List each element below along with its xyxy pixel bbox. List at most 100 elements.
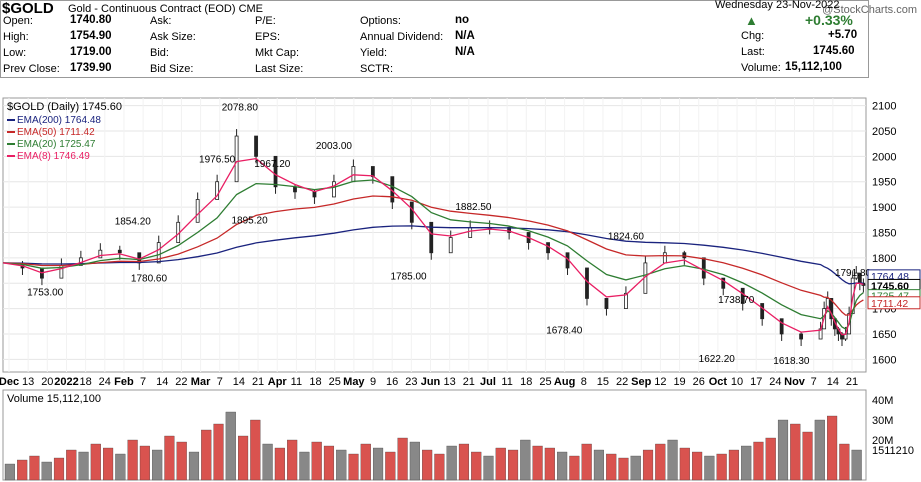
price-candle [429, 221, 434, 254]
price-candle [254, 135, 258, 157]
x-tick-label: 14 [827, 376, 839, 388]
price-tag-label: 1711.42 [871, 298, 908, 310]
y-tick-label: 2100 [872, 101, 896, 113]
x-tick-label: 7 [217, 376, 223, 388]
volume-bar [115, 453, 126, 481]
x-tick-label: Aug [554, 376, 575, 388]
x-tick-label: 11 [501, 376, 512, 388]
volume-bar [41, 461, 52, 481]
volume-tick-label: 40M [872, 395, 893, 407]
x-tick-label: Sep [631, 376, 651, 388]
x-tick-label: 22 [616, 376, 628, 388]
volume-bar [790, 423, 801, 481]
price-annotation: 1882.50 [455, 202, 492, 213]
volume-bar [434, 453, 445, 481]
volume-bar [532, 445, 543, 481]
y-tick-label: 1650 [872, 329, 896, 341]
x-tick-label: Mar [191, 376, 211, 388]
volume-bar [176, 441, 187, 481]
volume-bar [593, 449, 604, 481]
price-candle [604, 298, 609, 309]
price-candle [624, 292, 628, 309]
symbol: $GOLD [2, 0, 54, 17]
price-annotation: 2078.80 [222, 102, 259, 113]
x-tick-label: 26 [693, 376, 705, 388]
chart-title: $GOLD (Daily) 1745.60 [7, 101, 122, 113]
x-tick-label: Oct [709, 376, 728, 388]
volume-bar [581, 443, 592, 481]
last-value: 1745.60 [813, 45, 855, 57]
volume-bar [311, 441, 322, 481]
x-tick-label: 22 [175, 376, 187, 388]
price-chart: 1600165017001750180018501900195020002050… [0, 97, 921, 481]
volume-bar [655, 443, 666, 481]
quote-label: SCTR: [360, 63, 393, 75]
volume-bar [188, 451, 200, 481]
volume-bar [716, 453, 727, 481]
x-tick-label: 24 [769, 376, 781, 388]
volume-tick-label: 30M [872, 415, 893, 427]
quote-label: Last Size: [255, 63, 304, 75]
x-tick-label: 21 [252, 376, 264, 388]
x-tick-label: 23 [405, 376, 417, 388]
price-candle [740, 287, 745, 304]
volume-bar [152, 449, 163, 481]
price-annotation: 1780.60 [131, 274, 168, 285]
price-candle [195, 199, 200, 223]
price-annotation: 1738.70 [718, 295, 755, 306]
volume-bar [471, 451, 482, 481]
quote-label: Ask Size: [150, 31, 196, 43]
price-annotation: 1854.20 [115, 216, 152, 227]
x-tick-label: Jun [421, 376, 441, 388]
price-candle [351, 166, 356, 183]
volume-bar [446, 445, 457, 481]
volume-bar [557, 451, 568, 481]
price-annotation: 1678.40 [546, 326, 583, 337]
volume-bar [765, 437, 776, 481]
volume-bar [139, 445, 150, 481]
price-candle [273, 155, 278, 188]
y-tick-label: 1850 [872, 227, 896, 239]
x-tick-label: 12 [654, 376, 666, 388]
price-candle [721, 277, 726, 289]
volume-bar [802, 431, 813, 481]
price-candle [585, 267, 589, 299]
quote-panel: Open: 1740.80 High: 1754.90 Low: 1719.00 Prev … [0, 0, 869, 78]
volume-bar [679, 447, 690, 481]
volume-bar [250, 419, 261, 481]
quote-label: EPS: [255, 31, 281, 43]
y-tick-label: 2050 [872, 126, 896, 138]
x-tick-label: 2022 [54, 376, 78, 388]
up-arrow-icon: ▲ [745, 13, 758, 28]
volume-bar [495, 447, 506, 481]
y-tick-label: 2000 [872, 151, 896, 163]
volume-bar [53, 457, 65, 481]
x-tick-label: 20 [41, 376, 53, 388]
price-panel [2, 97, 867, 373]
x-tick-label: 8 [581, 376, 587, 388]
last-label: Last: [741, 46, 765, 58]
x-tick-label: Dec [0, 376, 19, 388]
quote-value: no [455, 14, 470, 26]
price-candle [98, 249, 103, 259]
price-annotation: 1753.00 [27, 288, 64, 299]
volume-bar [741, 445, 752, 481]
volume-bar [606, 453, 617, 481]
price-candle [312, 191, 317, 198]
quote-label: Ask: [150, 15, 172, 27]
volume-bar [728, 449, 739, 481]
legend-item: EMA(8) 1746.49 [17, 151, 90, 162]
x-tick-label: 14 [156, 376, 168, 388]
quote-date: Wednesday 23-Nov-2022 [715, 0, 840, 11]
x-tick-label: 18 [309, 376, 321, 388]
price-candle [293, 186, 297, 193]
volume-bar [225, 411, 236, 481]
x-tick-label: 13 [444, 376, 456, 388]
volume-bar [262, 443, 273, 481]
volume-bar [274, 447, 285, 481]
volume-bar [372, 447, 384, 481]
price-tag [867, 296, 921, 310]
volume-bar [544, 447, 555, 481]
price-annotation: 1895.20 [231, 216, 268, 227]
volume-bar [360, 443, 371, 481]
